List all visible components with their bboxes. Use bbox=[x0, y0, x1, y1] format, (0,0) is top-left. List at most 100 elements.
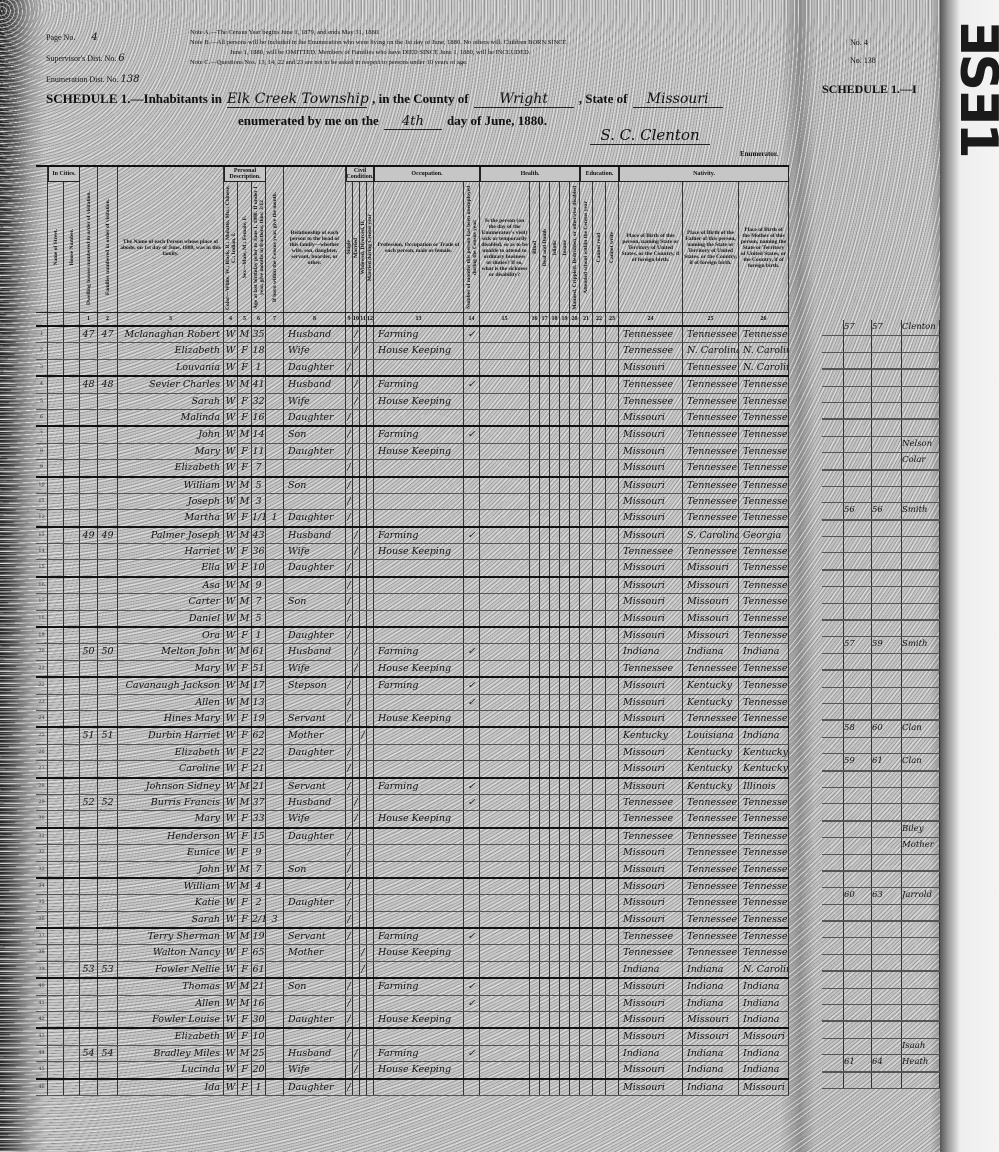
blank-cell bbox=[822, 904, 844, 921]
occupation bbox=[374, 794, 464, 811]
occupation bbox=[374, 845, 464, 861]
blank-cell bbox=[822, 420, 844, 436]
blank-cell bbox=[530, 1045, 540, 1062]
color: W bbox=[224, 945, 238, 961]
dwelling-number: 57 bbox=[844, 320, 872, 336]
blank-cell bbox=[480, 744, 530, 761]
blank-cell bbox=[580, 861, 593, 877]
blank-cell bbox=[580, 678, 593, 694]
dwelling-number bbox=[80, 710, 98, 727]
column-number: 16 bbox=[530, 313, 540, 325]
blank-cell bbox=[480, 560, 530, 576]
civil-condition-mark bbox=[360, 1029, 367, 1045]
occupation bbox=[374, 911, 464, 928]
blank-cell bbox=[480, 343, 530, 359]
person-name: Sarah bbox=[118, 393, 224, 409]
column-header-text: Cannot write bbox=[609, 231, 615, 263]
blank-cell bbox=[64, 510, 80, 526]
civil-condition-mark bbox=[346, 961, 353, 978]
civil-condition-mark: / bbox=[346, 778, 353, 794]
blank-cell bbox=[593, 577, 606, 594]
blank-cell bbox=[480, 359, 530, 376]
adjacent-page-row bbox=[822, 402, 940, 421]
dwelling-number bbox=[844, 570, 872, 587]
dwelling-number bbox=[844, 402, 872, 419]
mother-birthplace: Tennessee bbox=[739, 409, 789, 426]
blank-cell bbox=[606, 544, 619, 560]
column-header-text: Place of Birth of this person, naming St… bbox=[621, 232, 680, 263]
birthplace: Tennessee bbox=[619, 945, 683, 961]
relationship bbox=[284, 878, 346, 895]
relationship: Stepson bbox=[284, 678, 346, 694]
family-number bbox=[872, 470, 902, 486]
color: W bbox=[224, 678, 238, 694]
birth-month bbox=[266, 1062, 284, 1078]
family-number bbox=[872, 687, 902, 703]
civil-condition-mark: / bbox=[353, 660, 360, 677]
blank-cell bbox=[530, 510, 540, 526]
table-row: 11 Joseph W M 3/Missouri Tennessee Tennessee bbox=[36, 493, 789, 511]
blank-cell bbox=[530, 995, 540, 1012]
birthplace: Missouri bbox=[619, 1029, 683, 1045]
table-row: 6 Malinda W F 16 Daughter / Missouri Tennessee Te… bbox=[36, 409, 789, 428]
line-number: 21 bbox=[36, 660, 48, 677]
civil-condition-mark bbox=[360, 409, 367, 426]
blank-cell bbox=[540, 1012, 550, 1028]
blank-cell bbox=[560, 710, 570, 727]
family-number bbox=[872, 972, 902, 988]
family-number bbox=[872, 370, 902, 386]
blank-cell bbox=[64, 710, 80, 727]
blank-cell bbox=[550, 359, 560, 376]
civil-condition-mark bbox=[353, 694, 360, 710]
blank-cell bbox=[48, 1029, 64, 1045]
blank-cell bbox=[570, 828, 580, 845]
schedule-label: SCHEDULE 1.—Inhabitants in bbox=[46, 91, 222, 106]
person-name: Durbin Harriet bbox=[118, 728, 224, 744]
relationship: Servant bbox=[284, 929, 346, 945]
blank-cell bbox=[822, 787, 844, 804]
civil-condition-mark bbox=[360, 744, 367, 761]
column-header-text: Blind bbox=[531, 241, 538, 254]
relationship: Husband bbox=[284, 527, 346, 544]
adjacent-page-row bbox=[822, 553, 940, 571]
civil-condition-mark: / bbox=[346, 929, 353, 945]
blank-cell bbox=[367, 878, 374, 895]
blank-cell bbox=[530, 594, 540, 610]
birth-month bbox=[266, 610, 284, 627]
blank-cell bbox=[593, 828, 606, 845]
dwelling-number bbox=[844, 687, 872, 703]
blank-cell bbox=[822, 637, 844, 653]
blank-cell bbox=[550, 778, 560, 794]
blank-cell bbox=[593, 327, 606, 343]
birthplace: Missouri bbox=[619, 778, 683, 794]
occupation bbox=[374, 861, 464, 877]
civil-condition-mark bbox=[360, 377, 367, 393]
relationship: Daughter bbox=[284, 828, 346, 845]
group-header-nativity: Nativity. bbox=[619, 167, 789, 182]
civil-condition-mark bbox=[346, 544, 353, 560]
relationship: Daughter bbox=[284, 443, 346, 460]
blank-cell bbox=[593, 694, 606, 710]
line-number: 3 bbox=[36, 359, 48, 376]
sex: M bbox=[238, 427, 252, 443]
blank-cell bbox=[822, 1038, 844, 1055]
adjacent-page-row bbox=[822, 771, 940, 788]
blank-cell bbox=[593, 961, 606, 978]
birthplace: Tennessee bbox=[619, 811, 683, 827]
blank-cell bbox=[530, 343, 540, 359]
column-header-text: Is the person (on the day of the Enumera… bbox=[481, 217, 528, 278]
relationship bbox=[284, 694, 346, 710]
blank-cell bbox=[593, 493, 606, 510]
occupation bbox=[374, 828, 464, 845]
page-no-label: Page No. bbox=[46, 33, 76, 42]
sex: M bbox=[238, 610, 252, 627]
blank-cell bbox=[480, 979, 530, 995]
family-number bbox=[98, 895, 118, 911]
blank-cell bbox=[822, 671, 844, 687]
relationship: Daughter bbox=[284, 510, 346, 526]
color: W bbox=[224, 778, 238, 794]
sex: F bbox=[238, 1062, 252, 1078]
column-number: 21 bbox=[580, 313, 593, 325]
blank-cell bbox=[48, 510, 64, 526]
column-header-text: Maimed, Crippled, Bedridden, or otherwis… bbox=[571, 185, 578, 310]
